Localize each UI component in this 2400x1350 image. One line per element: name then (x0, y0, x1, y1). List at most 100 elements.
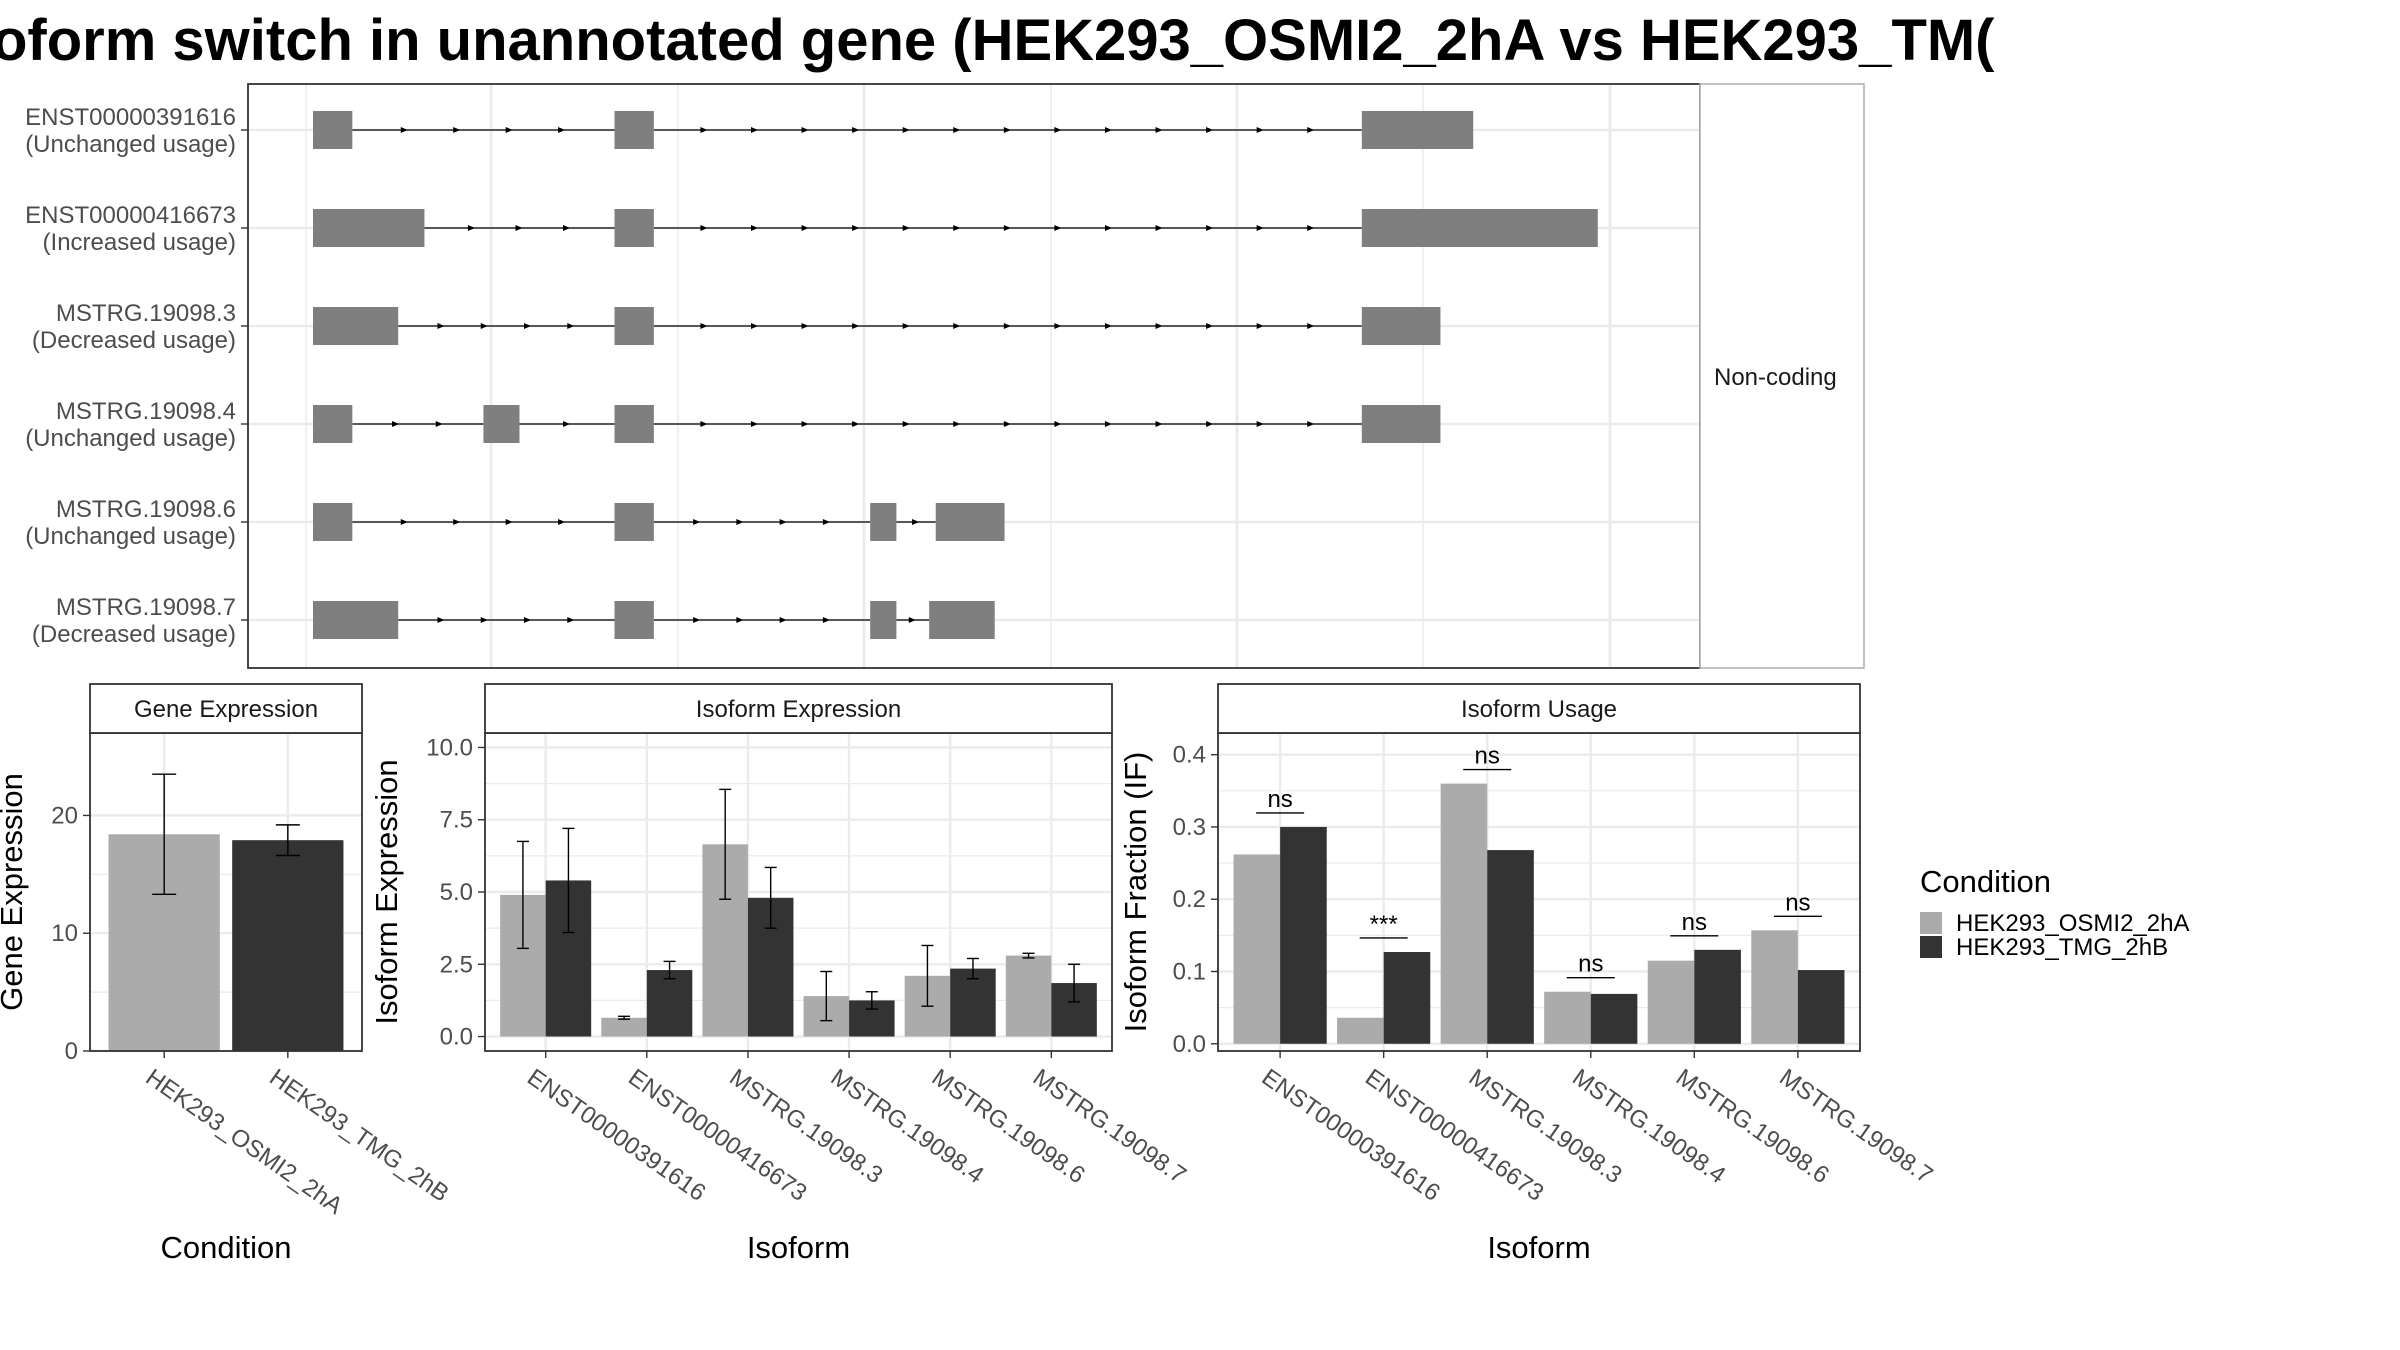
panel-strip-title: Gene Expression (134, 696, 318, 723)
bar (1647, 960, 1695, 1044)
y-tick-label: 20 (51, 802, 78, 829)
intron-arrow (1206, 225, 1214, 231)
intron-arrow (953, 127, 961, 133)
intron-arrow (902, 225, 910, 231)
exon-block (614, 601, 654, 639)
transcript-id-label: MSTRG.19098.6 (56, 496, 236, 523)
intron-arrow (801, 323, 809, 329)
bar (1337, 1017, 1384, 1044)
intron-arrow (953, 225, 961, 231)
intron-arrow (1104, 323, 1112, 329)
intron-arrow (515, 225, 523, 231)
intron-arrow (902, 323, 910, 329)
intron-arrow (912, 519, 920, 525)
bar (1590, 993, 1638, 1044)
transcript-id-label: MSTRG.19098.4 (56, 398, 236, 425)
bar (1694, 949, 1741, 1044)
bar (1383, 951, 1431, 1044)
intron-arrow (1155, 225, 1163, 231)
y-tick-label: 0.4 (1173, 742, 1206, 769)
transcript-structure-panel: ENST00000391616(Unchanged usage)ENST0000… (25, 83, 1865, 669)
intron-arrow (1256, 323, 1264, 329)
x-axis-title: Condition (161, 1230, 292, 1265)
y-tick-label: 0.0 (440, 1024, 473, 1051)
intron-arrow (400, 127, 408, 133)
intron-arrow (736, 617, 744, 623)
intron-arrow (852, 323, 860, 329)
intron-arrow (1206, 127, 1214, 133)
intron-arrow (567, 617, 575, 623)
intron-arrow (1104, 225, 1112, 231)
y-tick-label: 2.5 (440, 951, 473, 978)
x-tick-label: ENST00000416673 (623, 1064, 811, 1207)
intron-arrow (1256, 421, 1264, 427)
bar (1751, 930, 1798, 1044)
bar-panel: ns *** ns ns ns ns Isoform Usage 0.0 0.1 0.2 0.3 0.… (1118, 683, 1937, 1265)
intron-arrow (1256, 225, 1264, 231)
exon-block (870, 601, 897, 639)
bar (1487, 850, 1534, 1044)
exon-block (1361, 209, 1598, 247)
intron-arrow (953, 323, 961, 329)
intron-arrow (801, 225, 809, 231)
intron-arrow (1155, 323, 1163, 329)
intron-arrow (1003, 323, 1011, 329)
bar (1797, 970, 1845, 1044)
intron-arrow (902, 127, 910, 133)
facet-strip-label: Non-coding (1714, 364, 1837, 391)
bar (1280, 826, 1327, 1044)
intron-arrow (1307, 323, 1315, 329)
y-tick-label: 7.5 (440, 807, 473, 834)
intron-arrow (736, 519, 744, 525)
x-tick-label: ENST00000416673 (1360, 1064, 1548, 1207)
intron-arrow (453, 519, 461, 525)
intron-arrow (902, 421, 910, 427)
bar (601, 1017, 647, 1037)
legend-item-label: HEK293_OSMI2_2hA (1956, 910, 2189, 937)
bar (1440, 783, 1488, 1044)
intron-arrow (437, 323, 445, 329)
intron-arrow (480, 323, 488, 329)
exon-block (614, 307, 654, 345)
x-tick-label: ENST00000391616 (522, 1064, 710, 1207)
transcript-row (313, 307, 1441, 345)
transcript-panel-bg (248, 84, 1700, 668)
significance-label: ns (1785, 889, 1810, 916)
transcript-usage-label: (Unchanged usage) (25, 131, 236, 158)
intron-arrow (1003, 127, 1011, 133)
x-tick-label: HEK293_OSMI2_2hA (141, 1064, 348, 1220)
intron-arrow (453, 127, 461, 133)
intron-arrow (700, 127, 708, 133)
x-axis-title: Isoform (1487, 1230, 1590, 1265)
y-tick-label: 5.0 (440, 879, 473, 906)
bar (1005, 955, 1052, 1037)
x-tick-label: ENST00000391616 (1257, 1064, 1445, 1207)
exon-block (313, 307, 399, 345)
y-tick-label: 10 (51, 920, 78, 947)
intron-arrow (822, 617, 830, 623)
transcript-id-label: MSTRG.19098.7 (56, 594, 236, 621)
intron-arrow (435, 421, 443, 427)
transcript-usage-label: (Decreased usage) (32, 621, 236, 648)
exon-block (1361, 405, 1441, 443)
intron-arrow (1054, 421, 1062, 427)
intron-arrow (801, 127, 809, 133)
y-tick-label: 0.2 (1173, 886, 1206, 913)
exon-block (1361, 111, 1474, 149)
intron-arrow (908, 617, 916, 623)
transcript-row (313, 111, 1474, 149)
intron-arrow (480, 617, 488, 623)
intron-arrow (852, 225, 860, 231)
bar-panel: Gene Expression01020HEK293_OSMI2_2hAHEK2… (0, 683, 454, 1265)
bar (1544, 991, 1591, 1044)
intron-arrow (563, 421, 571, 427)
intron-arrow (1206, 421, 1214, 427)
intron-arrow (700, 421, 708, 427)
y-tick-label: 0.0 (1173, 1031, 1206, 1058)
intron-arrow (392, 421, 400, 427)
exon-block (313, 111, 353, 149)
intron-arrow (822, 519, 830, 525)
y-tick-label: 0 (65, 1038, 78, 1065)
